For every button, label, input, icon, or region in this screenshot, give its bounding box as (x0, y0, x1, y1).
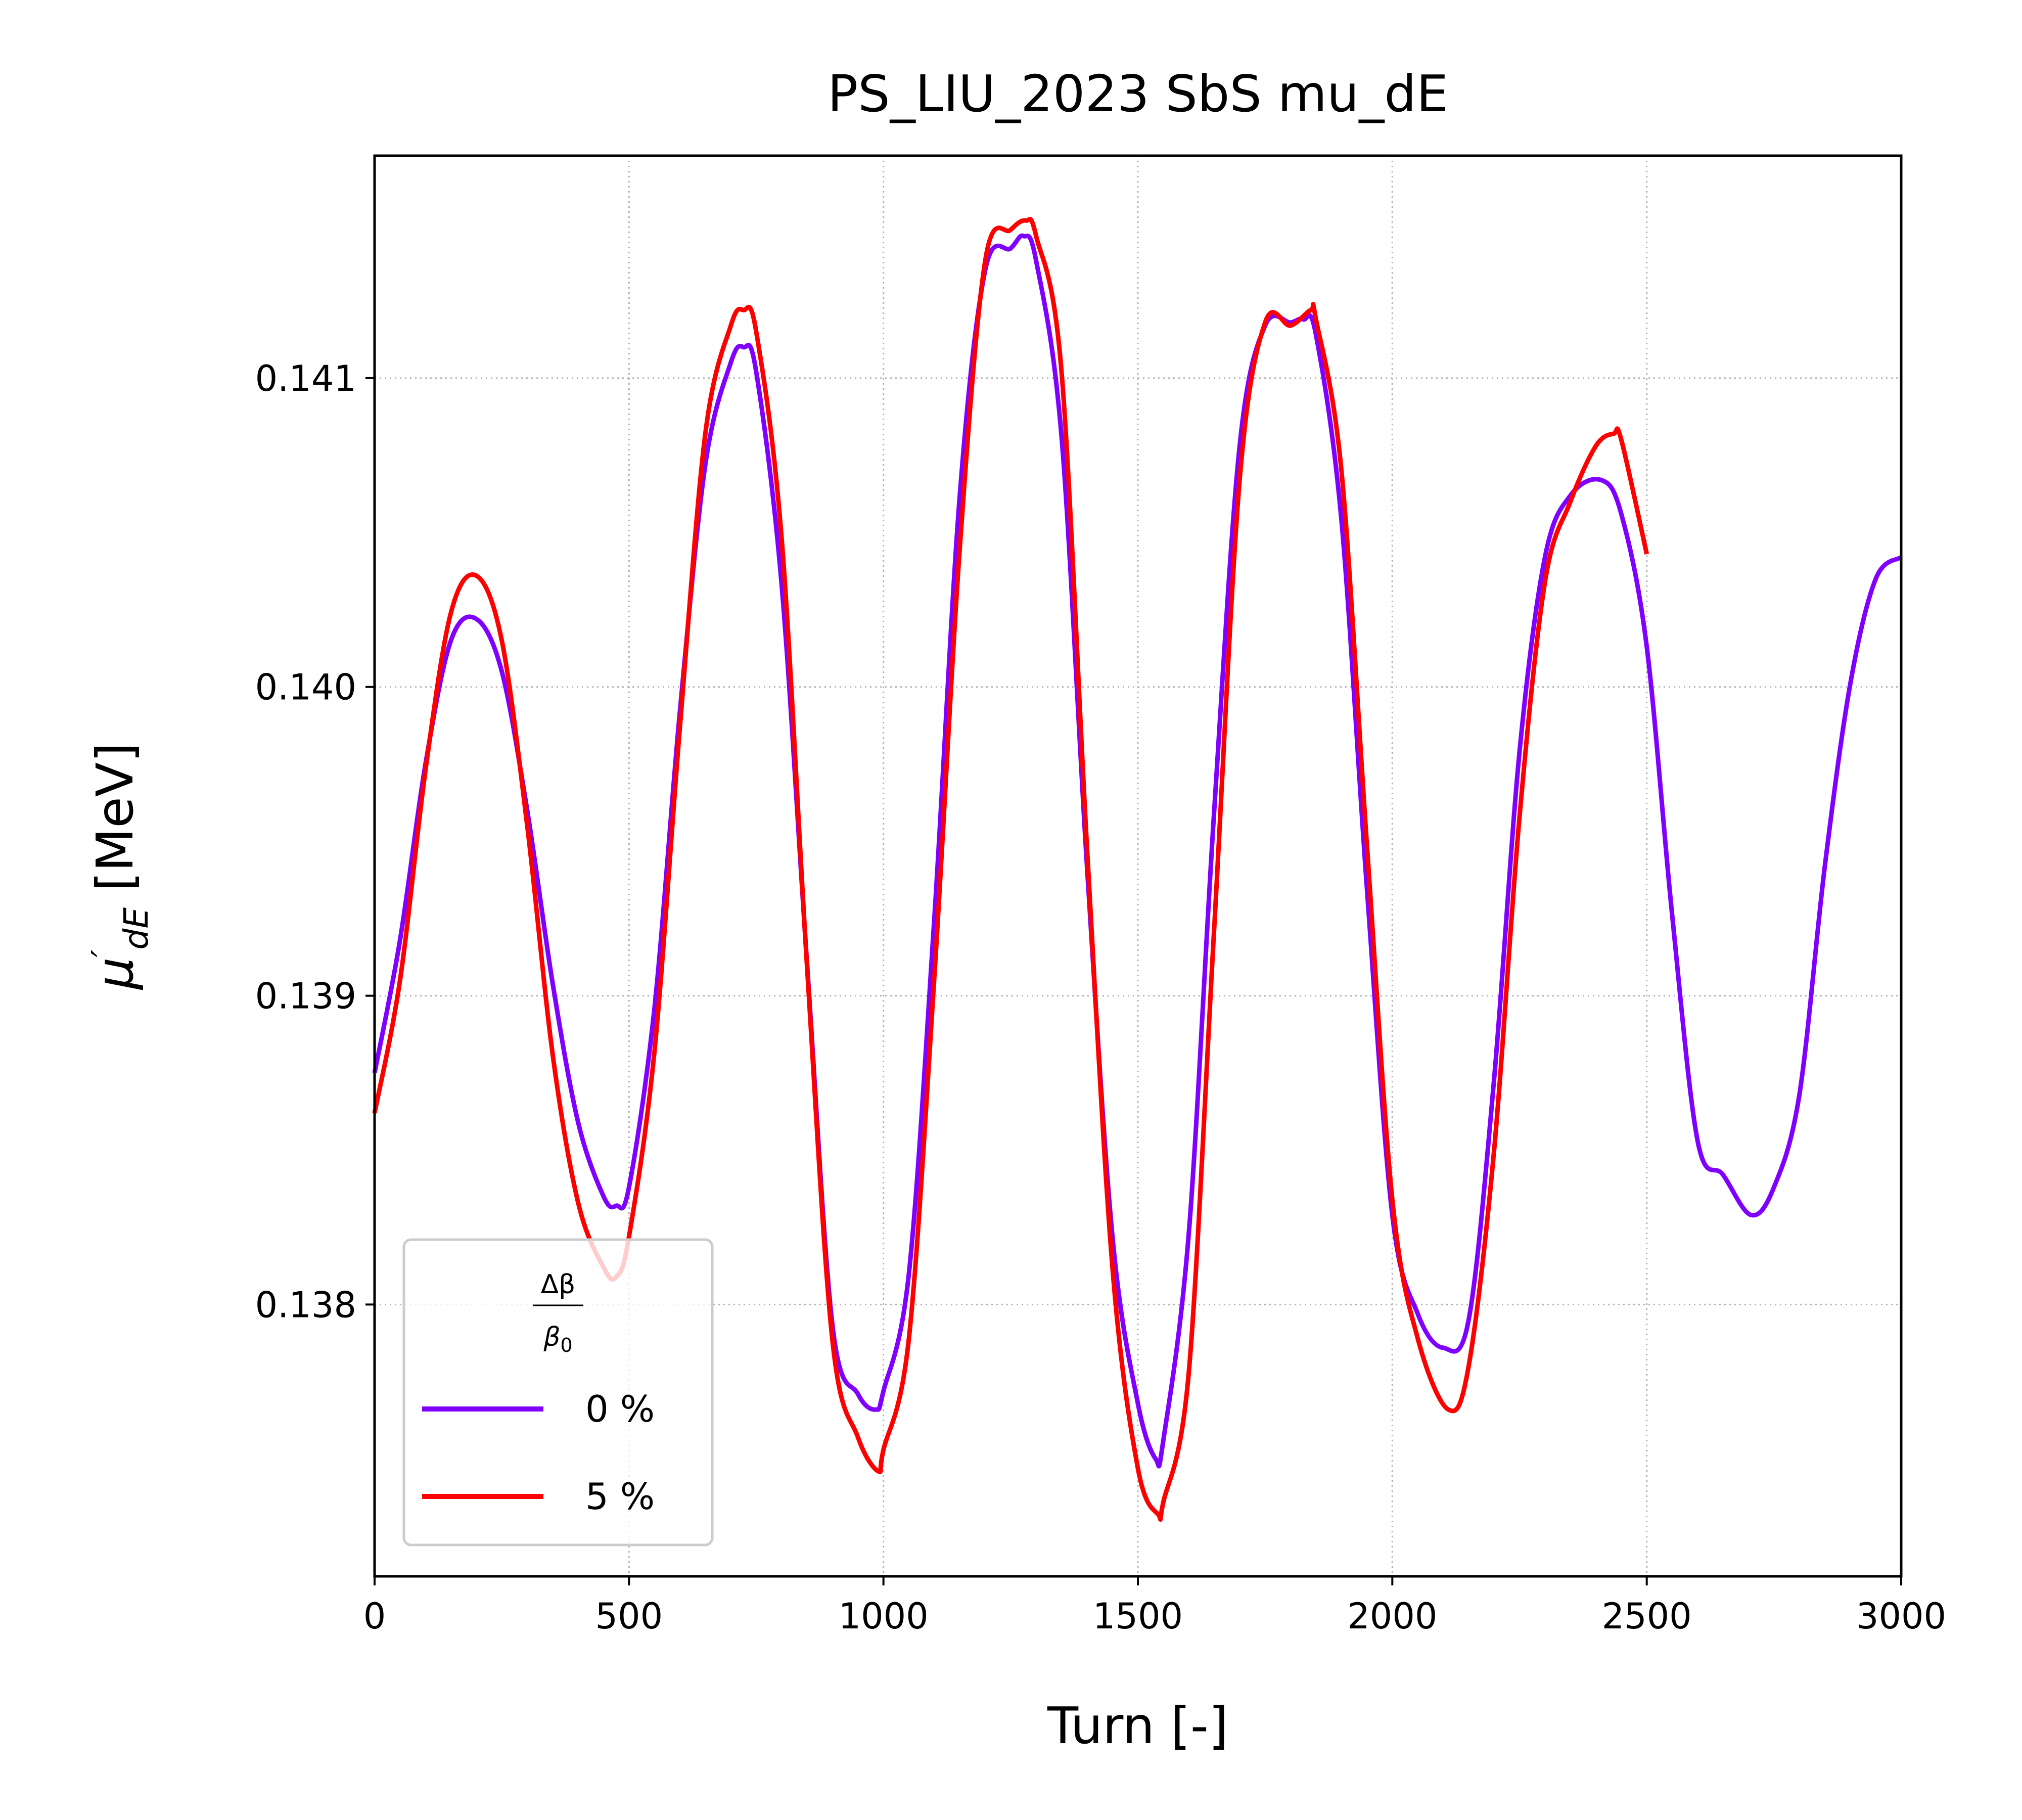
x-axis-label: Turn [-] (1047, 1696, 1228, 1755)
legend-label-1: 5 % (585, 1475, 655, 1518)
x-tick-label: 1000 (839, 1596, 929, 1637)
legend-title-denominator-symbol: β (543, 1322, 560, 1352)
legend-title-numerator: Δβ (541, 1269, 576, 1300)
y-axis-label-unit: [MeV] (85, 743, 145, 907)
legend-title-denominator: β0 (543, 1322, 572, 1356)
y-tick-label: 0.141 (255, 358, 356, 399)
y-axis-label-text: μ′dE [MeV] (84, 743, 156, 990)
y-tick-label: 0.140 (255, 667, 356, 708)
y-tick-label: 0.138 (255, 1284, 356, 1326)
x-tick-label: 1500 (1093, 1596, 1183, 1637)
legend-box (402, 1238, 714, 1546)
y-axis-label-subscript: dE (117, 907, 156, 950)
x-tick-label: 0 (363, 1596, 386, 1637)
legend-title-denominator-subscript: 0 (561, 1334, 573, 1356)
x-axis: 0 500 1000 1500 2000 2500 3000 (363, 1576, 1946, 1637)
y-axis: 0.138 0.139 0.140 0.141 (255, 358, 375, 1326)
x-tick-label: 500 (595, 1596, 663, 1637)
y-axis-label-prime: ′ (84, 950, 123, 958)
x-tick-label: 3000 (1856, 1596, 1946, 1637)
chart-title: PS_LIU_2023 SbS mu_dE (828, 64, 1448, 123)
y-axis-label: μ′dE [MeV] (84, 743, 156, 990)
legend: Δβ β0 0 % 5 % (402, 1238, 714, 1546)
x-tick-label: 2000 (1347, 1596, 1437, 1637)
x-tick-label: 2500 (1602, 1596, 1692, 1637)
y-tick-label: 0.139 (255, 976, 356, 1017)
legend-label-0: 0 % (585, 1388, 655, 1430)
y-axis-label-symbol: μ (85, 958, 145, 991)
